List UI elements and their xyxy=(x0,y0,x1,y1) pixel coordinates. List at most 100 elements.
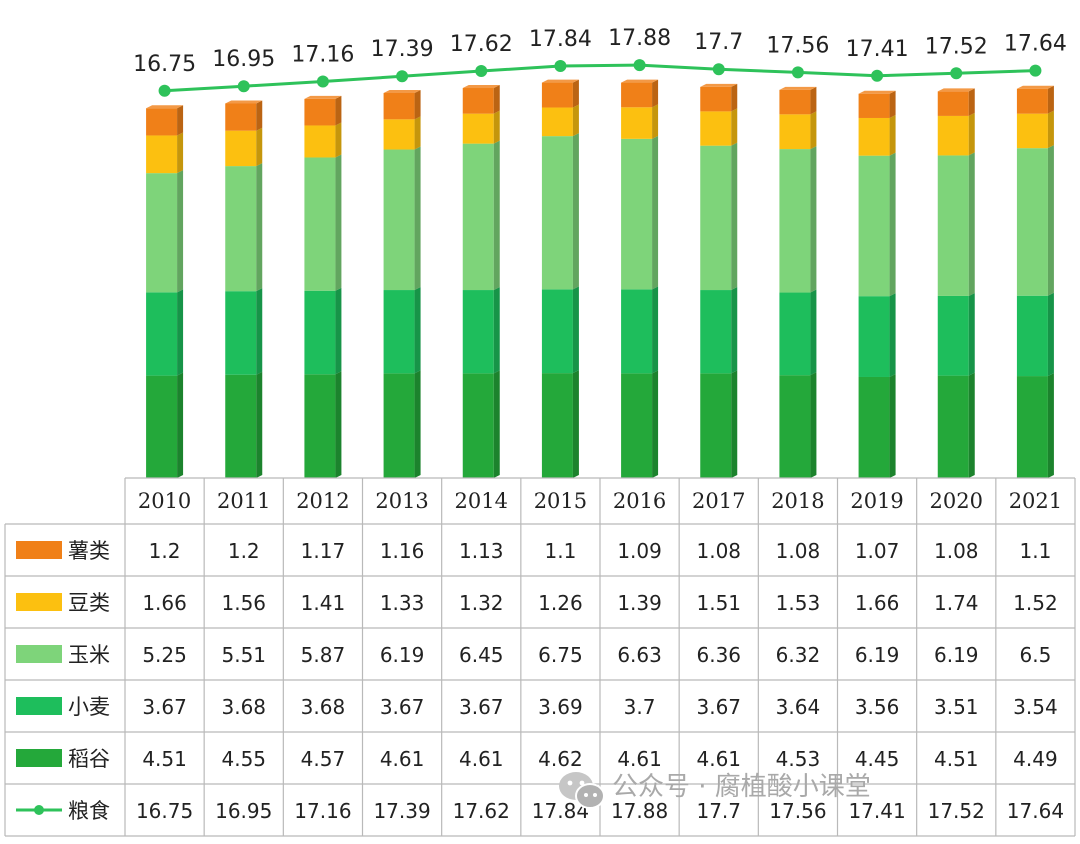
bar-segment xyxy=(700,108,738,146)
bar-segment xyxy=(225,163,263,292)
table-cell: 16.75 xyxy=(136,799,193,823)
total-line-label: 17.56 xyxy=(766,33,829,58)
x-tick-label: 2019 xyxy=(850,489,903,513)
bar-segment xyxy=(462,370,500,478)
x-tick-label: 2013 xyxy=(375,489,428,513)
bar-segment xyxy=(858,114,896,156)
total-line-label: 17.39 xyxy=(371,37,434,62)
table-cell: 3.67 xyxy=(142,695,187,719)
bar-segment xyxy=(541,370,579,478)
table-cell: 6.19 xyxy=(855,643,900,667)
total-line-label: 17.62 xyxy=(450,32,513,57)
bar-segment xyxy=(937,88,975,116)
bar-top xyxy=(462,85,500,89)
table-cell: 5.51 xyxy=(221,643,266,667)
bar-segment xyxy=(700,287,738,374)
total-line-point xyxy=(712,63,725,76)
table-cell: 6.63 xyxy=(617,643,662,667)
bar-segment xyxy=(462,85,500,114)
bar-top xyxy=(937,88,975,92)
bar-segment xyxy=(383,370,421,478)
bar-segment xyxy=(383,287,421,374)
x-tick-label: 2020 xyxy=(930,489,983,513)
x-tick-label: 2014 xyxy=(455,489,508,513)
table-cell: 1.09 xyxy=(617,539,662,563)
total-line-label: 17.52 xyxy=(925,34,988,59)
total-line-point xyxy=(1029,64,1042,77)
table-cell: 1.39 xyxy=(617,591,662,615)
x-tick-label: 2011 xyxy=(217,489,270,513)
legend-key xyxy=(16,749,62,767)
bar-top xyxy=(225,100,263,104)
table-cell: 1.08 xyxy=(696,539,741,563)
bar-segment xyxy=(462,110,500,144)
table-cell: 17.56 xyxy=(769,799,826,823)
legend-key xyxy=(16,645,62,663)
total-line-point xyxy=(158,84,171,97)
legend-key xyxy=(16,697,62,715)
bar-segment xyxy=(383,116,421,150)
table-cell: 3.68 xyxy=(221,695,266,719)
bar-top xyxy=(700,83,738,87)
bar-segment xyxy=(1016,145,1054,296)
bar-segment xyxy=(621,135,659,290)
legend-key xyxy=(16,541,62,559)
legend-key xyxy=(16,805,62,815)
x-tick-label: 2012 xyxy=(296,489,349,513)
table-cell: 1.26 xyxy=(538,591,583,615)
table-cell: 17.62 xyxy=(453,799,510,823)
table-cell: 3.54 xyxy=(1013,695,1058,719)
total-line-label: 17.16 xyxy=(291,42,354,67)
table-cell: 5.25 xyxy=(142,643,187,667)
table-cell: 3.67 xyxy=(380,695,425,719)
table-cell: 4.61 xyxy=(459,747,504,771)
bar-segment xyxy=(225,100,263,131)
table-cell: 1.1 xyxy=(545,539,577,563)
bar-segment xyxy=(1016,292,1054,377)
x-tick-label: 2016 xyxy=(613,489,666,513)
data-table: 2010 2011 2012 2013 2014 2015 2016 2017 2018 2019… xyxy=(4,477,1076,837)
bar-segment xyxy=(1016,110,1054,149)
table-cell: 4.62 xyxy=(538,747,583,771)
x-tick-label: 2017 xyxy=(692,489,745,513)
wechat-icon xyxy=(559,772,605,809)
total-line-label: 17.84 xyxy=(529,27,592,52)
bar-segment xyxy=(621,370,659,478)
table-cell: 3.64 xyxy=(776,695,821,719)
table-cell: 1.74 xyxy=(934,591,979,615)
total-line-point xyxy=(950,67,963,80)
bar-segment xyxy=(304,95,342,126)
total-line-point xyxy=(396,70,409,83)
table-cell: 1.08 xyxy=(934,539,979,563)
table-cell: 4.53 xyxy=(776,747,821,771)
table-cell: 1.13 xyxy=(459,539,504,563)
x-tick-label: 2010 xyxy=(138,489,191,513)
table-cell: 1.08 xyxy=(776,539,821,563)
total-line-point xyxy=(871,69,884,82)
table-cell: 17.7 xyxy=(696,799,741,823)
bar-segment xyxy=(937,292,975,376)
table-cell: 4.45 xyxy=(855,747,900,771)
table-cell: 1.33 xyxy=(380,591,425,615)
bar-segment xyxy=(541,79,579,108)
table-cell: 17.64 xyxy=(1007,799,1064,823)
legend-label: 粮食 xyxy=(68,799,110,823)
total-line-layer: 16.75 16.95 17.16 17.39 17.62 17.84 17.88 17.7 1… xyxy=(133,26,1067,97)
table-cell: 17.41 xyxy=(848,799,905,823)
bar-segment xyxy=(146,170,184,293)
table-cell: 1.2 xyxy=(149,539,181,563)
bar-top xyxy=(779,86,817,90)
bar-segment xyxy=(146,372,184,478)
bar-segment xyxy=(937,152,975,296)
bar-segment xyxy=(462,287,500,374)
legend-key xyxy=(16,593,62,611)
total-line-label: 17.64 xyxy=(1004,32,1067,57)
table-cell: 4.51 xyxy=(142,747,187,771)
table-cell: 3.69 xyxy=(538,695,583,719)
bar-segment xyxy=(858,373,896,478)
table-cell: 1.07 xyxy=(855,539,900,563)
x-tick-label: 2018 xyxy=(771,489,824,513)
table-cell: 6.5 xyxy=(1020,643,1052,667)
bar-segment xyxy=(541,286,579,374)
total-line-point xyxy=(554,60,567,73)
